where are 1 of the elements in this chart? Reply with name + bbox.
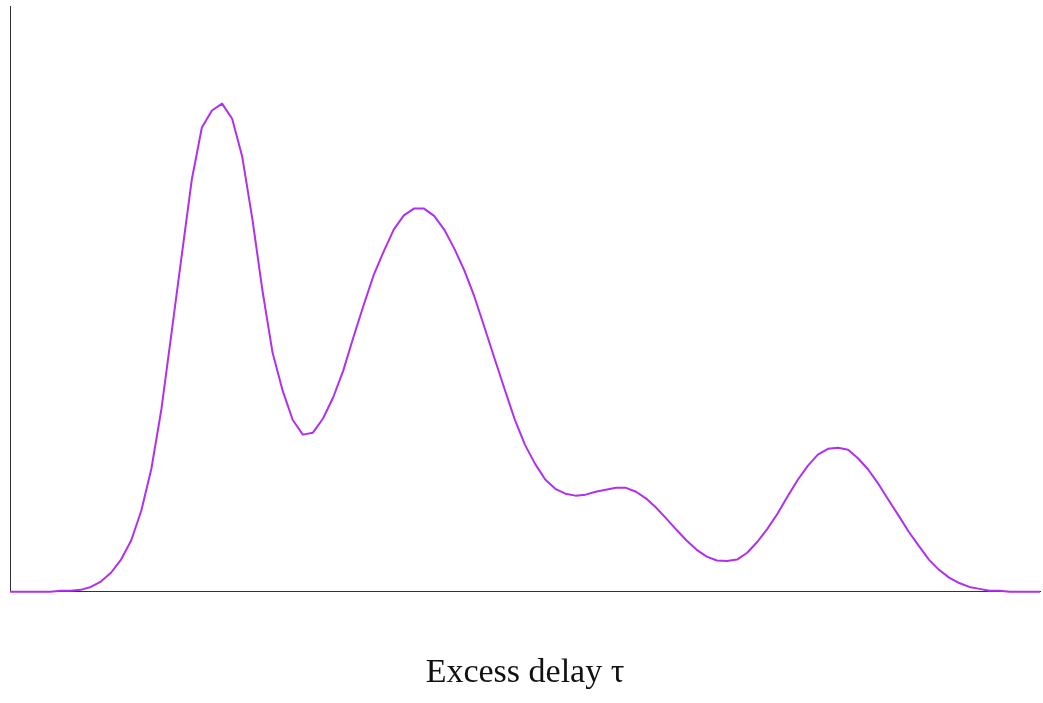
x-axis-title: Excess delay τ [425, 651, 625, 689]
